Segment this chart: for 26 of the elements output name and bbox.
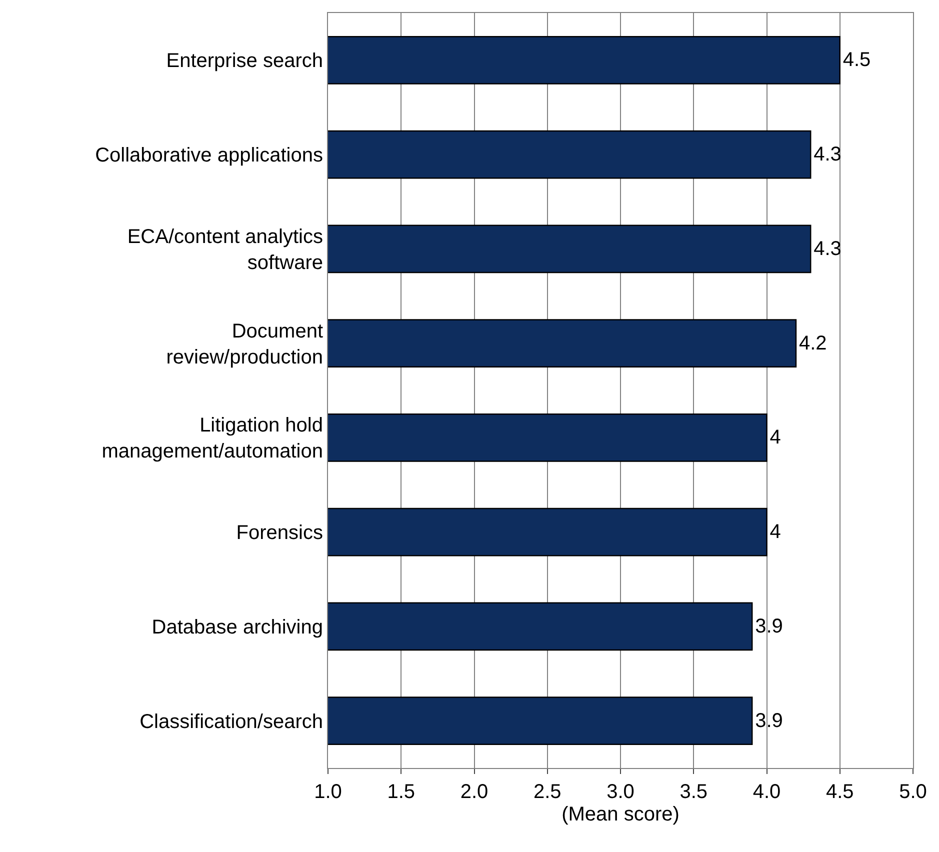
x-tick-label: 5.0 [899,781,927,803]
x-tick-label: 2.5 [533,781,562,803]
y-tick-label: ECA/content analytics software [127,226,323,274]
data-label: 4.2 [799,332,827,354]
y-tick-label: Classification/search [140,710,323,733]
data-label: 3.9 [755,710,783,732]
data-label: 3.9 [755,615,783,638]
data-label: 4.3 [814,238,842,260]
x-tick-label: 1.5 [387,781,416,803]
data-label: 4 [770,521,781,544]
data-label: 4.3 [814,144,842,166]
y-tick-label: Forensics [236,522,323,544]
x-tick-label: 3.5 [680,781,708,803]
y-tick-label: Collaborative applications [95,144,323,167]
x-tick-label: 1.0 [314,781,342,803]
data-label: 4.5 [842,49,871,72]
y-tick-label: Litigation hold management/automation [102,414,323,463]
y-tick-label: Enterprise search [166,50,323,72]
x-axis-title: (Mean score) [562,804,680,826]
y-tick-label: Document review/production [166,320,324,368]
y-tick-label: Database archiving [152,616,323,638]
x-tick-label: 3.0 [606,781,634,803]
data-label: 4 [770,426,781,449]
x-tick-label: 2.0 [460,781,488,803]
x-tick-label: 4.5 [826,781,854,803]
x-tick-label: 4.0 [752,781,781,803]
